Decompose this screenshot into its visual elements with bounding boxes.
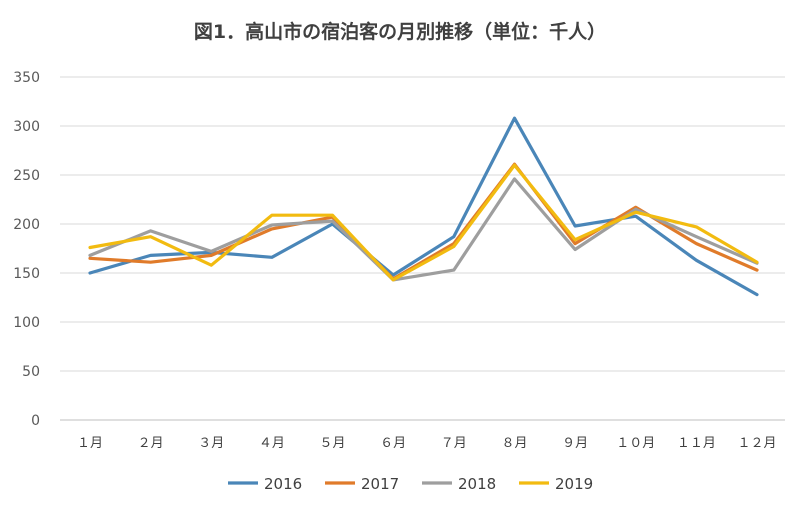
x-tick-label: ７月 xyxy=(441,436,467,451)
legend-label: 2019 xyxy=(555,475,593,493)
legend-label: 2017 xyxy=(361,475,399,493)
legend-item-2017: 2017 xyxy=(325,475,399,493)
x-tick-label: １１月 xyxy=(677,436,716,451)
y-tick-label: 150 xyxy=(13,266,40,282)
chart-title: 図1．高山市の宿泊客の月別推移（単位：千人） xyxy=(194,20,606,43)
y-tick-label: 300 xyxy=(13,119,40,135)
y-tick-label: 100 xyxy=(13,315,40,331)
y-tick-label: 350 xyxy=(13,70,40,86)
x-tick-label: ９月 xyxy=(562,436,588,451)
x-tick-label: ２月 xyxy=(138,436,164,451)
x-axis-ticks: １月 ２月 ３月 ４月 ５月 ６月 ７月 ８月 ９月 １０月 １１月 １２月 xyxy=(77,436,777,451)
series-line-2019 xyxy=(88,163,759,282)
series-line-2016 xyxy=(88,116,759,297)
legend-item-2019: 2019 xyxy=(519,475,593,493)
x-tick-label: ３月 xyxy=(198,436,224,451)
series-lines xyxy=(88,116,759,297)
y-tick-label: 50 xyxy=(22,364,40,380)
x-tick-label: ８月 xyxy=(501,436,527,451)
x-tick-label: １月 xyxy=(77,436,103,451)
y-tick-label: 200 xyxy=(13,217,40,233)
x-tick-label: １２月 xyxy=(737,436,776,451)
y-axis-ticks: 0 50 100 150 200 250 300 350 xyxy=(13,70,40,429)
x-tick-label: ６月 xyxy=(380,436,406,451)
x-tick-label: ５月 xyxy=(320,436,346,451)
legend-item-2018: 2018 xyxy=(422,475,496,493)
legend-item-2016: 2016 xyxy=(228,475,302,493)
y-tick-label: 250 xyxy=(13,168,40,184)
x-tick-label: １０月 xyxy=(616,436,655,451)
legend-label: 2016 xyxy=(264,475,302,493)
y-tick-label: 0 xyxy=(31,413,40,429)
x-tick-label: ４月 xyxy=(259,436,285,451)
legend: 2016 2017 2018 2019 xyxy=(228,475,593,493)
gridlines xyxy=(60,76,785,421)
legend-label: 2018 xyxy=(458,475,496,493)
